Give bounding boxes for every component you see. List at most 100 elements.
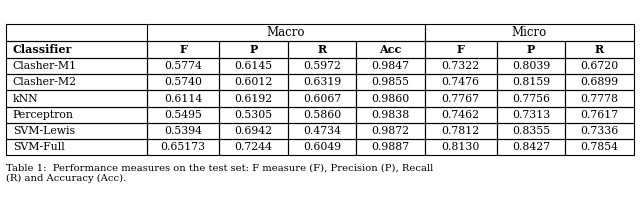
Bar (220, 58, 288, 74)
Bar (356, 139, 424, 155)
Text: Clasher-M1: Clasher-M1 (13, 61, 77, 71)
Bar (220, 41, 288, 58)
Text: 0.8355: 0.8355 (512, 126, 550, 136)
Bar (288, 107, 356, 123)
Bar (288, 90, 356, 107)
Bar (497, 90, 565, 107)
Bar (6, 41, 147, 58)
Bar (220, 90, 288, 107)
Bar (147, 74, 220, 90)
Text: 0.7322: 0.7322 (442, 61, 480, 71)
Text: 0.5495: 0.5495 (164, 110, 202, 120)
Text: R: R (595, 44, 604, 55)
Bar (497, 58, 565, 74)
Bar (147, 41, 220, 58)
Bar (356, 74, 424, 90)
Bar (147, 123, 220, 139)
Text: 0.7462: 0.7462 (442, 110, 480, 120)
Text: 0.7617: 0.7617 (580, 110, 618, 120)
Bar (424, 24, 634, 41)
Text: 0.6720: 0.6720 (580, 61, 618, 71)
Text: 0.9860: 0.9860 (371, 94, 410, 103)
Text: 0.5305: 0.5305 (234, 110, 273, 120)
Bar (6, 90, 147, 107)
Bar (356, 107, 424, 123)
Text: R: R (317, 44, 326, 55)
Text: 0.9887: 0.9887 (371, 142, 410, 152)
Text: 0.6899: 0.6899 (580, 77, 618, 87)
Text: 0.8427: 0.8427 (512, 142, 550, 152)
Text: 0.6942: 0.6942 (234, 126, 273, 136)
Text: kNN: kNN (13, 94, 38, 103)
Bar (497, 139, 565, 155)
Bar (424, 58, 497, 74)
Text: 0.8130: 0.8130 (442, 142, 480, 152)
Text: 0.6319: 0.6319 (303, 77, 341, 87)
Bar (6, 58, 147, 74)
Bar (220, 107, 288, 123)
Text: Acc: Acc (379, 44, 401, 55)
Bar (147, 90, 220, 107)
Bar (497, 41, 565, 58)
Bar (6, 24, 147, 41)
Bar (424, 74, 497, 90)
Bar (220, 74, 288, 90)
Bar (288, 41, 356, 58)
Text: 0.6145: 0.6145 (234, 61, 273, 71)
Text: Perceptron: Perceptron (13, 110, 74, 120)
Text: Micro: Micro (511, 26, 547, 39)
Text: Macro: Macro (266, 26, 305, 39)
Bar (424, 139, 497, 155)
Bar (497, 123, 565, 139)
Bar (356, 90, 424, 107)
Bar (356, 41, 424, 58)
Text: SVM-Lewis: SVM-Lewis (13, 126, 75, 136)
Bar (565, 74, 634, 90)
Bar (356, 58, 424, 74)
Text: 0.6012: 0.6012 (234, 77, 273, 87)
Text: 0.7756: 0.7756 (512, 94, 550, 103)
Text: 0.4734: 0.4734 (303, 126, 341, 136)
Bar (565, 58, 634, 74)
Text: 0.7313: 0.7313 (512, 110, 550, 120)
Text: 0.7476: 0.7476 (442, 77, 479, 87)
Text: 0.7854: 0.7854 (580, 142, 618, 152)
Bar (565, 90, 634, 107)
Bar (565, 123, 634, 139)
Text: 0.8159: 0.8159 (512, 77, 550, 87)
Bar (147, 139, 220, 155)
Text: 0.6114: 0.6114 (164, 94, 202, 103)
Bar (220, 123, 288, 139)
Bar (497, 107, 565, 123)
Text: 0.6049: 0.6049 (303, 142, 341, 152)
Bar (147, 58, 220, 74)
Text: 0.7244: 0.7244 (234, 142, 273, 152)
Bar (565, 139, 634, 155)
Text: 0.5740: 0.5740 (164, 77, 202, 87)
Bar (565, 41, 634, 58)
Bar (147, 107, 220, 123)
Bar (356, 123, 424, 139)
Text: 0.6192: 0.6192 (234, 94, 273, 103)
Text: P: P (250, 44, 258, 55)
Text: 0.5774: 0.5774 (164, 61, 202, 71)
Text: Classifier: Classifier (13, 44, 72, 55)
Text: 0.9855: 0.9855 (371, 77, 410, 87)
Text: 0.7336: 0.7336 (580, 126, 618, 136)
Text: 0.6067: 0.6067 (303, 94, 341, 103)
Bar (220, 139, 288, 155)
Bar (424, 90, 497, 107)
Bar (288, 139, 356, 155)
Text: 0.9838: 0.9838 (371, 110, 410, 120)
Bar (6, 74, 147, 90)
Text: Table 1:  Performance measures on the test set: F measure (F), Precision (P), Re: Table 1: Performance measures on the tes… (6, 163, 434, 183)
Bar (6, 139, 147, 155)
Text: F: F (457, 44, 465, 55)
Text: F: F (179, 44, 187, 55)
Bar (424, 107, 497, 123)
Bar (6, 107, 147, 123)
Bar (565, 107, 634, 123)
Bar (147, 24, 424, 41)
Text: 0.65173: 0.65173 (161, 142, 205, 152)
Text: 0.7778: 0.7778 (580, 94, 618, 103)
